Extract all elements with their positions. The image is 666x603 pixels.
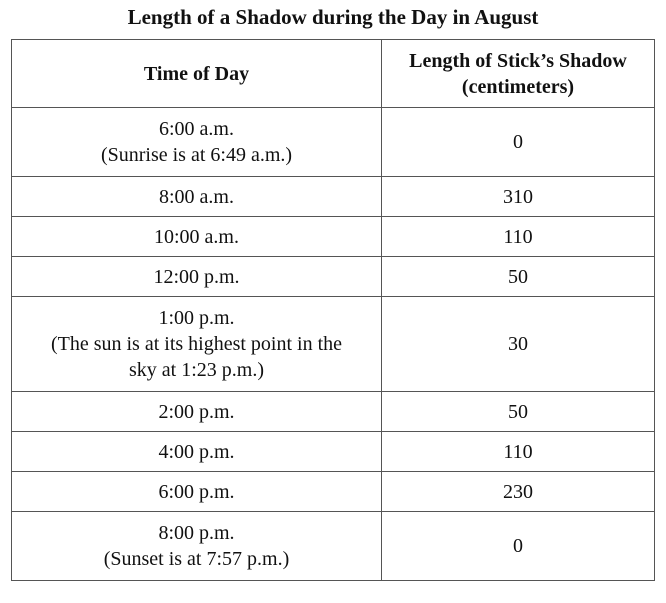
shadow-length-table: Time of Day Length of Stick’s Shadow (ce… (11, 39, 655, 581)
shadow-length-header-line1: Length of Stick’s Shadow (409, 49, 627, 72)
time-value: 4:00 p.m. (158, 440, 235, 463)
time-cell: 1:00 p.m. (The sun is at its highest poi… (11, 296, 382, 392)
time-cell: 6:00 a.m. (Sunrise is at 6:49 a.m.) (11, 107, 382, 177)
time-cell: 8:00 a.m. (11, 176, 382, 217)
time-value: 2:00 p.m. (158, 400, 235, 423)
time-value: 12:00 p.m. (153, 265, 240, 288)
table-row: 6:00 a.m. (Sunrise is at 6:49 a.m.) 0 (11, 107, 655, 177)
table-row: 6:00 p.m. 230 (11, 471, 655, 512)
length-cell: 0 (381, 107, 655, 177)
length-cell: 110 (381, 216, 655, 257)
length-cell: 50 (381, 256, 655, 297)
shadow-length-header: Length of Stick’s Shadow (centimeters) (381, 39, 655, 108)
time-value: 10:00 a.m. (154, 225, 239, 248)
length-cell: 30 (381, 296, 655, 392)
time-value: 8:00 a.m. (159, 185, 234, 208)
time-cell: 8:00 p.m. (Sunset is at 7:57 p.m.) (11, 511, 382, 581)
time-value: 8:00 p.m. (158, 522, 235, 544)
table-row: 1:00 p.m. (The sun is at its highest poi… (11, 296, 655, 392)
length-cell: 50 (381, 391, 655, 432)
table-row: 4:00 p.m. 110 (11, 431, 655, 472)
time-value: 6:00 p.m. (158, 480, 235, 503)
table-row: 10:00 a.m. 110 (11, 216, 655, 257)
time-value: 6:00 a.m. (159, 118, 234, 140)
table-row: 12:00 p.m. 50 (11, 256, 655, 297)
table-row: 2:00 p.m. 50 (11, 391, 655, 432)
time-cell: 4:00 p.m. (11, 431, 382, 472)
shadow-length-header-line2: (centimeters) (461, 75, 575, 98)
time-note: (The sun is at its highest point in the (50, 333, 343, 355)
table-row: 8:00 p.m. (Sunset is at 7:57 p.m.) 0 (11, 511, 655, 581)
length-cell: 110 (381, 431, 655, 472)
table-title: Length of a Shadow during the Day in Aug… (127, 5, 539, 29)
time-of-day-header: Time of Day (11, 39, 382, 108)
time-cell: 2:00 p.m. (11, 391, 382, 432)
length-cell: 310 (381, 176, 655, 217)
time-note: (Sunset is at 7:57 p.m.) (103, 548, 290, 570)
table-row: 8:00 a.m. 310 (11, 176, 655, 217)
time-cell: 12:00 p.m. (11, 256, 382, 297)
time-cell: 10:00 a.m. (11, 216, 382, 257)
header-row: Time of Day Length of Stick’s Shadow (ce… (11, 39, 655, 108)
length-cell: 0 (381, 511, 655, 581)
time-note: sky at 1:23 p.m.) (129, 359, 264, 381)
length-cell: 230 (381, 471, 655, 512)
time-cell: 6:00 p.m. (11, 471, 382, 512)
time-value: 1:00 p.m. (158, 307, 235, 329)
time-note: (Sunrise is at 6:49 a.m.) (100, 144, 293, 166)
